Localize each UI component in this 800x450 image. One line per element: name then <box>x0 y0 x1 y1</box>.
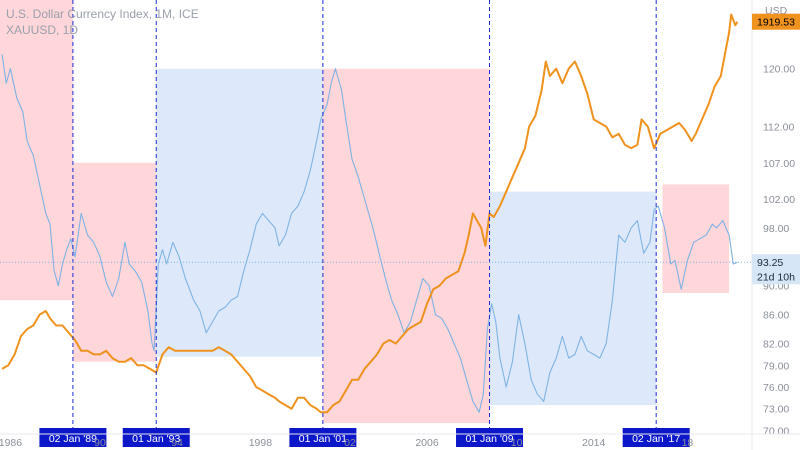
date-marker-label: 02 Jan '17 <box>632 433 680 445</box>
price-badge <box>752 268 800 285</box>
x-tick-label-partial: 90 <box>94 437 106 449</box>
price-badge <box>752 13 800 30</box>
x-tick-label-partial: 02 <box>344 437 356 449</box>
highlight-region-3 <box>156 68 323 357</box>
price-badge <box>752 254 800 271</box>
highlight-region-1 <box>0 0 73 301</box>
price-badge-label: 21d 10h <box>757 271 795 283</box>
series-layer <box>1 13 739 414</box>
date-marker-label: 01 Jan '01 <box>299 433 347 445</box>
x-tick-label-partial: 18 <box>682 437 694 449</box>
y-tick-label: 76.00 <box>763 382 789 394</box>
highlight-region-5 <box>489 191 657 406</box>
y-tick-label: 107.00 <box>763 158 795 170</box>
series-line-1 <box>1 54 738 413</box>
price-axis[interactable]: 73.0076.0079.0082.0086.0090.0098.00102.0… <box>751 0 795 450</box>
price-badge-label: 93.25 <box>757 257 783 269</box>
y-tick-label: 70.00 <box>763 425 789 437</box>
y-tick-label: 98.00 <box>763 223 789 235</box>
chart-title: U.S. Dollar Currency Index, 1M, ICE <box>6 7 199 21</box>
date-marker-tag <box>456 428 524 447</box>
date-marker-label: 01 Jan '93 <box>132 433 180 445</box>
date-markers: 02 Jan '89 01 Jan '93 01 Jan '01 01 Jan '09… <box>39 0 690 447</box>
last-value-badges: 1919.53 93.25 21d 10h <box>752 13 800 285</box>
x-tick-label: 2006 <box>415 437 439 449</box>
y-tick-label: 102.00 <box>763 194 795 206</box>
date-marker-label: 02 Jan '89 <box>49 433 97 445</box>
x-tick-label-partial: 10 <box>511 437 523 449</box>
y-tick-label: 82.00 <box>763 339 789 351</box>
y-tick-label: 79.00 <box>763 360 789 372</box>
date-marker-label: 01 Jan '09 <box>465 433 513 445</box>
series-line-2 <box>1 13 739 414</box>
date-marker-tag <box>39 428 107 447</box>
y-tick-label: 120.00 <box>763 64 795 76</box>
y-tick-label: 112.00 <box>763 122 794 134</box>
highlight-region-4 <box>322 68 490 424</box>
chart-subtitle: XAUUSD, 1D <box>6 23 78 37</box>
highlight-regions <box>0 0 730 424</box>
time-axis[interactable]: 1986 1998 2006 2014 90 94 02 10 18 <box>0 433 800 449</box>
date-marker-tag <box>289 428 357 447</box>
price-badge-label: 1919.53 <box>757 17 795 29</box>
highlight-region-6 <box>662 184 730 293</box>
x-tick-label: 2014 <box>582 437 606 449</box>
date-marker-tag <box>122 428 190 447</box>
date-marker-tag <box>622 428 690 447</box>
y-tick-label: 73.00 <box>763 404 789 416</box>
x-tick-label: 1998 <box>249 437 273 449</box>
y-tick-label: 86.00 <box>763 310 789 322</box>
x-tick-label-partial: 94 <box>171 437 183 449</box>
x-tick-label: 1986 <box>0 437 22 449</box>
